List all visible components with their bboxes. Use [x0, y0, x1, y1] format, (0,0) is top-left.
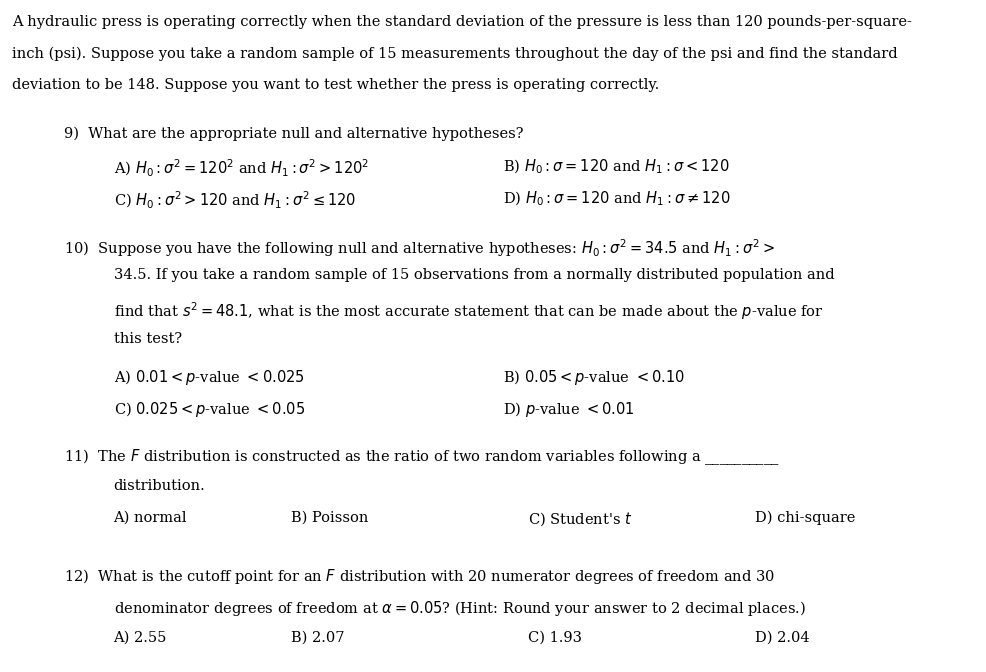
Text: D) $p$-value $< 0.01$: D) $p$-value $< 0.01$: [503, 400, 635, 419]
Text: B) $H_0 : \sigma = 120$ and $H_1 : \sigma < 120$: B) $H_0 : \sigma = 120$ and $H_1 : \sigm…: [503, 158, 729, 176]
Text: denominator degrees of freedom at $\alpha = 0.05$? (Hint: Round your answer to 2: denominator degrees of freedom at $\alph…: [113, 599, 805, 618]
Text: C) Student's $t$: C) Student's $t$: [528, 511, 632, 528]
Text: 12)  What is the cutoff point for an $F$ distribution with 20 numerator degrees : 12) What is the cutoff point for an $F$ …: [64, 567, 774, 586]
Text: this test?: this test?: [113, 332, 181, 345]
Text: C) 1.93: C) 1.93: [528, 630, 582, 644]
Text: A) 2.55: A) 2.55: [113, 630, 167, 644]
Text: 34.5. If you take a random sample of 15 observations from a normally distributed: 34.5. If you take a random sample of 15 …: [113, 269, 833, 282]
Text: A) normal: A) normal: [113, 511, 186, 524]
Text: A) $H_0 : \sigma^2 = 120^2$ and $H_1 : \sigma^2 > 120^2$: A) $H_0 : \sigma^2 = 120^2$ and $H_1 : \…: [113, 158, 369, 179]
Text: distribution.: distribution.: [113, 479, 205, 493]
Text: C) $0.025 < p$-value $< 0.05$: C) $0.025 < p$-value $< 0.05$: [113, 400, 305, 419]
Text: B) $0.05 < p$-value $< 0.10$: B) $0.05 < p$-value $< 0.10$: [503, 368, 684, 387]
Text: D) $H_0 : \sigma = 120$ and $H_1 : \sigma \neq 120$: D) $H_0 : \sigma = 120$ and $H_1 : \sigm…: [503, 190, 730, 208]
Text: A) $0.01 < p$-value $< 0.025$: A) $0.01 < p$-value $< 0.025$: [113, 368, 304, 387]
Text: D) chi-square: D) chi-square: [754, 511, 855, 525]
Text: C) $H_0 : \sigma^2 > 120$ and $H_1 : \sigma^2 \leq 120$: C) $H_0 : \sigma^2 > 120$ and $H_1 : \si…: [113, 190, 355, 210]
Text: deviation to be 148. Suppose you want to test whether the press is operating cor: deviation to be 148. Suppose you want to…: [12, 78, 659, 92]
Text: find that $s^2 = 48.1$, what is the most accurate statement that can be made abo: find that $s^2 = 48.1$, what is the most…: [113, 300, 822, 322]
Text: 11)  The $F$ distribution is constructed as the ratio of two random variables fo: 11) The $F$ distribution is constructed …: [64, 448, 779, 467]
Text: 9)  What are the appropriate null and alternative hypotheses?: 9) What are the appropriate null and alt…: [64, 126, 524, 140]
Text: D) 2.04: D) 2.04: [754, 630, 809, 644]
Text: inch (psi). Suppose you take a random sample of 15 measurements throughout the d: inch (psi). Suppose you take a random sa…: [12, 46, 896, 60]
Text: A hydraulic press is operating correctly when the standard deviation of the pres: A hydraulic press is operating correctly…: [12, 15, 911, 29]
Text: B) 2.07: B) 2.07: [291, 630, 344, 644]
Text: 10)  Suppose you have the following null and alternative hypotheses: $H_0 : \sig: 10) Suppose you have the following null …: [64, 237, 774, 259]
Text: B) Poisson: B) Poisson: [291, 511, 368, 524]
